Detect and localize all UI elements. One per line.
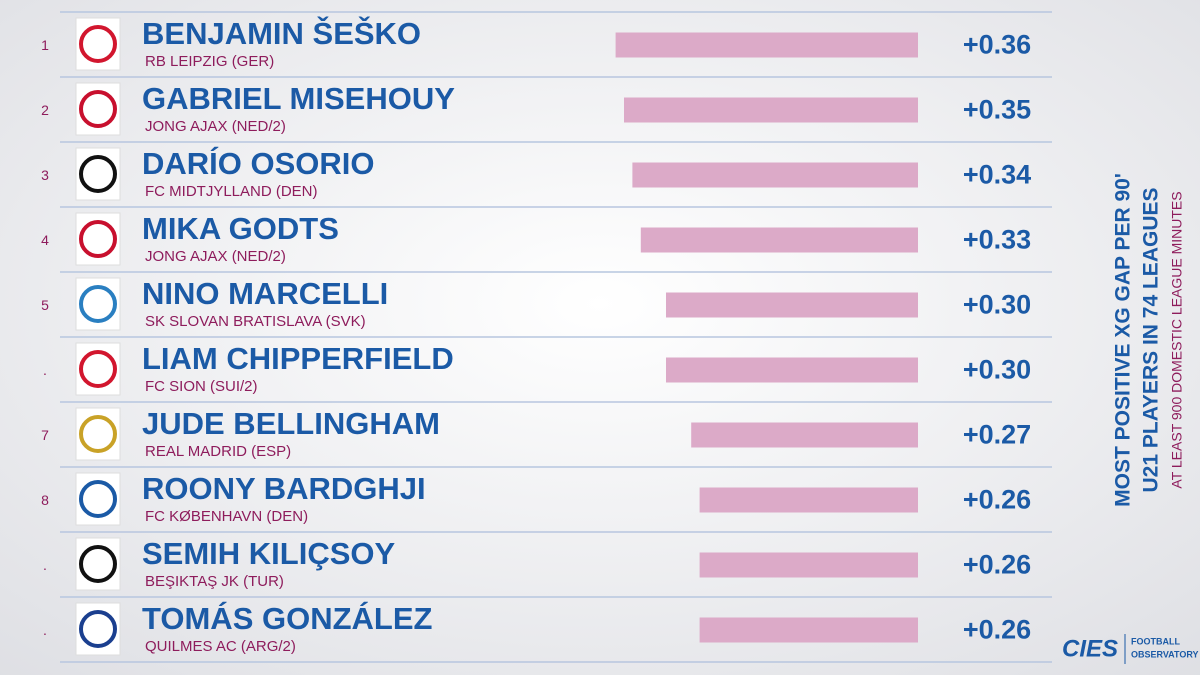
value-label: +0.33 — [963, 225, 1031, 255]
rank: 8 — [41, 492, 49, 508]
bar — [699, 617, 918, 643]
rank: 1 — [41, 37, 49, 53]
rank: 4 — [41, 232, 49, 248]
chart-note: AT LEAST 900 DOMESTIC LEAGUE MINUTES — [1169, 191, 1185, 488]
player-name: SEMIH KILIÇSOY — [142, 536, 396, 571]
value-label: +0.26 — [963, 615, 1031, 645]
brand-name: CIES — [1062, 635, 1118, 662]
club-name: FC SION (SUI/2) — [145, 378, 258, 395]
rank: 2 — [41, 102, 49, 118]
club-name: JONG AJAX (NED/2) — [145, 248, 286, 265]
chart-title: MOST POSITIVE XG GAP PER 90' — [1112, 173, 1135, 507]
club-logo — [79, 155, 117, 193]
club-name: FC MIDTJYLLAND (DEN) — [145, 183, 318, 200]
club-name: JONG AJAX (NED/2) — [145, 118, 286, 135]
bar — [699, 487, 918, 513]
club-logo — [79, 285, 117, 323]
rank: . — [43, 622, 47, 638]
brand-tagline: FOOTBALL — [1131, 636, 1180, 646]
brand-tagline: OBSERVATORY — [1131, 649, 1199, 659]
bar — [615, 32, 918, 58]
bar — [691, 422, 918, 448]
chart-subtitle: U21 PLAYERS IN 74 LEAGUES — [1140, 188, 1163, 493]
club-logo — [79, 220, 117, 258]
player-name: ROONY BARDGHJI — [142, 471, 426, 506]
value-label: +0.36 — [963, 30, 1031, 60]
club-name: REAL MADRID (ESP) — [145, 443, 291, 460]
club-name: SK SLOVAN BRATISLAVA (SVK) — [145, 313, 366, 330]
value-label: +0.26 — [963, 550, 1031, 580]
club-logo — [79, 90, 117, 128]
club-logo — [79, 415, 117, 453]
club-name: FC KØBENHAVN (DEN) — [145, 508, 308, 525]
rank: 3 — [41, 167, 49, 183]
club-logo — [79, 350, 117, 388]
player-name: JUDE BELLINGHAM — [142, 406, 440, 441]
value-label: +0.35 — [963, 95, 1031, 125]
value-label: +0.30 — [963, 355, 1031, 385]
bar — [640, 227, 918, 253]
player-name: BENJAMIN ŠEŠKO — [142, 15, 421, 51]
bar — [624, 97, 918, 123]
value-label: +0.27 — [963, 420, 1031, 450]
club-logo — [79, 480, 117, 518]
club-name: QUILMES AC (ARG/2) — [145, 638, 296, 655]
value-label: +0.30 — [963, 290, 1031, 320]
player-name: GABRIEL MISEHOUY — [142, 81, 455, 116]
rows: 1 BENJAMIN ŠEŠKO RB LEIPZIG (GER) +0.36 2 GAB… — [41, 11, 1052, 663]
value-label: +0.34 — [963, 160, 1031, 190]
club-logo — [79, 610, 117, 648]
rank: . — [43, 557, 47, 573]
bar — [666, 357, 918, 383]
player-name: NINO MARCELLI — [142, 276, 388, 311]
club-logo — [79, 545, 117, 583]
player-name: MIKA GODTS — [142, 211, 339, 246]
bar — [666, 292, 918, 318]
player-name: LIAM CHIPPERFIELD — [142, 341, 454, 376]
player-name: DARÍO OSORIO — [142, 146, 375, 181]
club-logo — [79, 25, 117, 63]
club-name: BEŞIKTAŞ JK (TUR) — [145, 573, 284, 590]
bar — [632, 162, 918, 188]
player-name: TOMÁS GONZÁLEZ — [142, 601, 433, 636]
bar — [699, 552, 918, 578]
value-label: +0.26 — [963, 485, 1031, 515]
rank: 5 — [41, 297, 49, 313]
rank: . — [43, 362, 47, 378]
rank: 7 — [41, 427, 49, 443]
club-name: RB LEIPZIG (GER) — [145, 53, 274, 70]
